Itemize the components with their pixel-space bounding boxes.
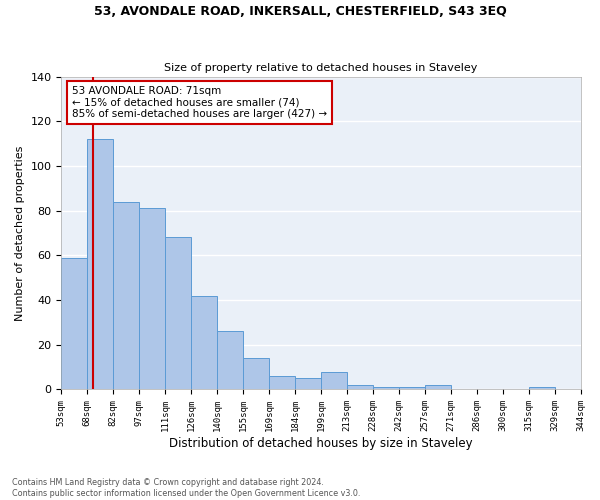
Text: 53 AVONDALE ROAD: 71sqm
← 15% of detached houses are smaller (74)
85% of semi-de: 53 AVONDALE ROAD: 71sqm ← 15% of detache… xyxy=(72,86,327,119)
Bar xyxy=(347,385,373,390)
Bar xyxy=(243,358,269,390)
Bar xyxy=(165,238,191,390)
Text: Contains HM Land Registry data © Crown copyright and database right 2024.
Contai: Contains HM Land Registry data © Crown c… xyxy=(12,478,361,498)
Bar xyxy=(321,372,347,390)
Bar xyxy=(191,296,217,390)
Bar xyxy=(217,332,243,390)
Bar xyxy=(113,202,139,390)
Bar xyxy=(425,385,451,390)
Y-axis label: Number of detached properties: Number of detached properties xyxy=(15,146,25,320)
Bar xyxy=(529,387,554,390)
Bar xyxy=(399,387,425,390)
Text: 53, AVONDALE ROAD, INKERSALL, CHESTERFIELD, S43 3EQ: 53, AVONDALE ROAD, INKERSALL, CHESTERFIE… xyxy=(94,5,506,18)
Bar xyxy=(269,376,295,390)
Bar xyxy=(139,208,165,390)
Title: Size of property relative to detached houses in Staveley: Size of property relative to detached ho… xyxy=(164,63,478,73)
Bar xyxy=(61,258,88,390)
Bar xyxy=(373,387,399,390)
Bar xyxy=(88,139,113,390)
Bar xyxy=(295,378,321,390)
X-axis label: Distribution of detached houses by size in Staveley: Distribution of detached houses by size … xyxy=(169,437,473,450)
